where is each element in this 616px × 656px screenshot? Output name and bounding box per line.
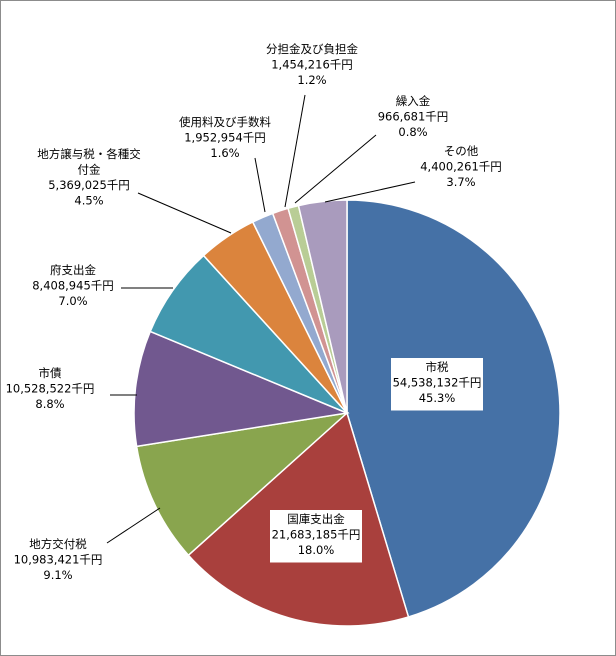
data-label-10-value: 4,400,261千円	[420, 160, 502, 174]
pie-slice-4	[133, 330, 350, 448]
leader-line-6	[137, 192, 232, 234]
data-label-4-category: 市債	[39, 366, 62, 380]
data-label-3-category: 地方交付税	[29, 537, 87, 551]
data-label-10-percent: 3.7%	[446, 175, 475, 189]
leader-line-10	[324, 181, 416, 203]
data-label-1-category: 市税	[426, 360, 449, 374]
data-label-3-percent: 9.1%	[43, 568, 72, 582]
leader-line-9	[294, 134, 377, 204]
data-label-1-value: 54,538,132千円	[393, 376, 482, 390]
data-label-4-value: 10,528,522千円	[6, 382, 95, 396]
data-label-5-category: 府支出金	[50, 263, 96, 277]
pie-slice-10	[297, 199, 348, 414]
data-label-7-value: 1,952,954千円	[184, 131, 266, 145]
leader-line-7	[254, 157, 266, 213]
pie-slice-3	[135, 411, 350, 557]
data-label-9-percent: 0.8%	[398, 125, 427, 139]
data-label-10-category: その他	[444, 144, 479, 158]
data-label-7-category: 使用料及び手数料	[179, 115, 271, 129]
data-label-box-1	[391, 358, 483, 411]
data-label-6-percent: 4.5%	[74, 194, 103, 208]
leader-line-8	[284, 94, 306, 208]
data-label-6-value: 5,369,025千円	[48, 178, 130, 192]
data-label-7-percent: 1.6%	[210, 146, 239, 160]
data-label-6-category: 付金	[78, 163, 101, 177]
data-label-1-percent: 45.3%	[419, 391, 456, 405]
data-label-9-value: 966,681千円	[378, 110, 449, 124]
data-label-2-category: 国庫支出金	[287, 512, 345, 526]
data-label-box-2	[270, 510, 362, 563]
data-label-8-percent: 1.2%	[297, 73, 326, 87]
data-label-6-category: 地方譲与税・各種交	[37, 147, 141, 161]
data-label-4-percent: 8.8%	[35, 397, 64, 411]
data-label-2-value: 21,683,185千円	[272, 528, 361, 542]
leader-lines	[106, 94, 416, 544]
leader-line-3	[106, 507, 161, 544]
data-label-8-category: 分担金及び負担金	[266, 42, 358, 56]
data-label-8-value: 1,454,216千円	[271, 58, 353, 72]
data-label-2-percent: 18.0%	[298, 543, 335, 557]
data-label-9-category: 繰入金	[396, 94, 431, 108]
data-label-3-value: 10,983,421千円	[14, 553, 103, 567]
data-label-5-value: 8,408,945千円	[32, 279, 114, 293]
data-label-5-percent: 7.0%	[58, 294, 87, 308]
